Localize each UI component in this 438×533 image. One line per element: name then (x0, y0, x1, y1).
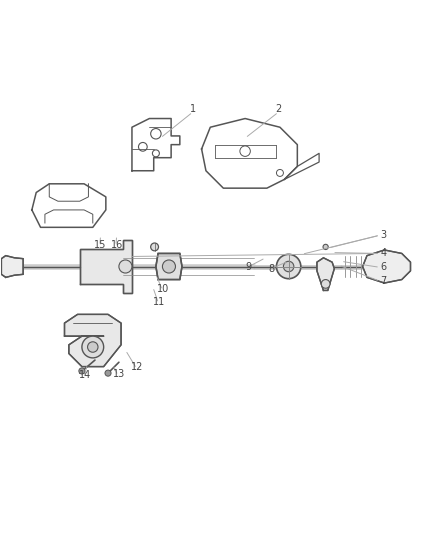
Polygon shape (156, 254, 182, 279)
Text: 8: 8 (268, 264, 274, 273)
Text: 3: 3 (381, 230, 387, 240)
Text: 10: 10 (157, 284, 170, 294)
Polygon shape (1, 256, 23, 277)
Text: 14: 14 (79, 370, 91, 381)
Circle shape (283, 261, 294, 272)
Circle shape (119, 260, 132, 273)
Text: 1: 1 (190, 104, 196, 114)
Polygon shape (363, 250, 410, 283)
Text: 11: 11 (153, 297, 166, 307)
Circle shape (276, 254, 301, 279)
Polygon shape (64, 314, 121, 367)
Circle shape (321, 279, 330, 288)
Text: 2: 2 (276, 104, 282, 114)
Text: 7: 7 (380, 276, 387, 286)
Circle shape (88, 342, 98, 352)
Circle shape (82, 336, 104, 358)
Circle shape (79, 368, 85, 374)
Text: 12: 12 (131, 362, 144, 373)
Circle shape (323, 244, 328, 249)
Polygon shape (80, 240, 132, 293)
Text: 13: 13 (113, 369, 125, 379)
Circle shape (151, 243, 159, 251)
Circle shape (105, 370, 111, 376)
Text: 9: 9 (245, 262, 251, 272)
Text: 6: 6 (381, 262, 387, 272)
Text: 16: 16 (111, 240, 123, 250)
Polygon shape (317, 258, 334, 290)
Text: 4: 4 (381, 248, 387, 259)
Text: 15: 15 (95, 240, 107, 250)
Circle shape (162, 260, 176, 273)
